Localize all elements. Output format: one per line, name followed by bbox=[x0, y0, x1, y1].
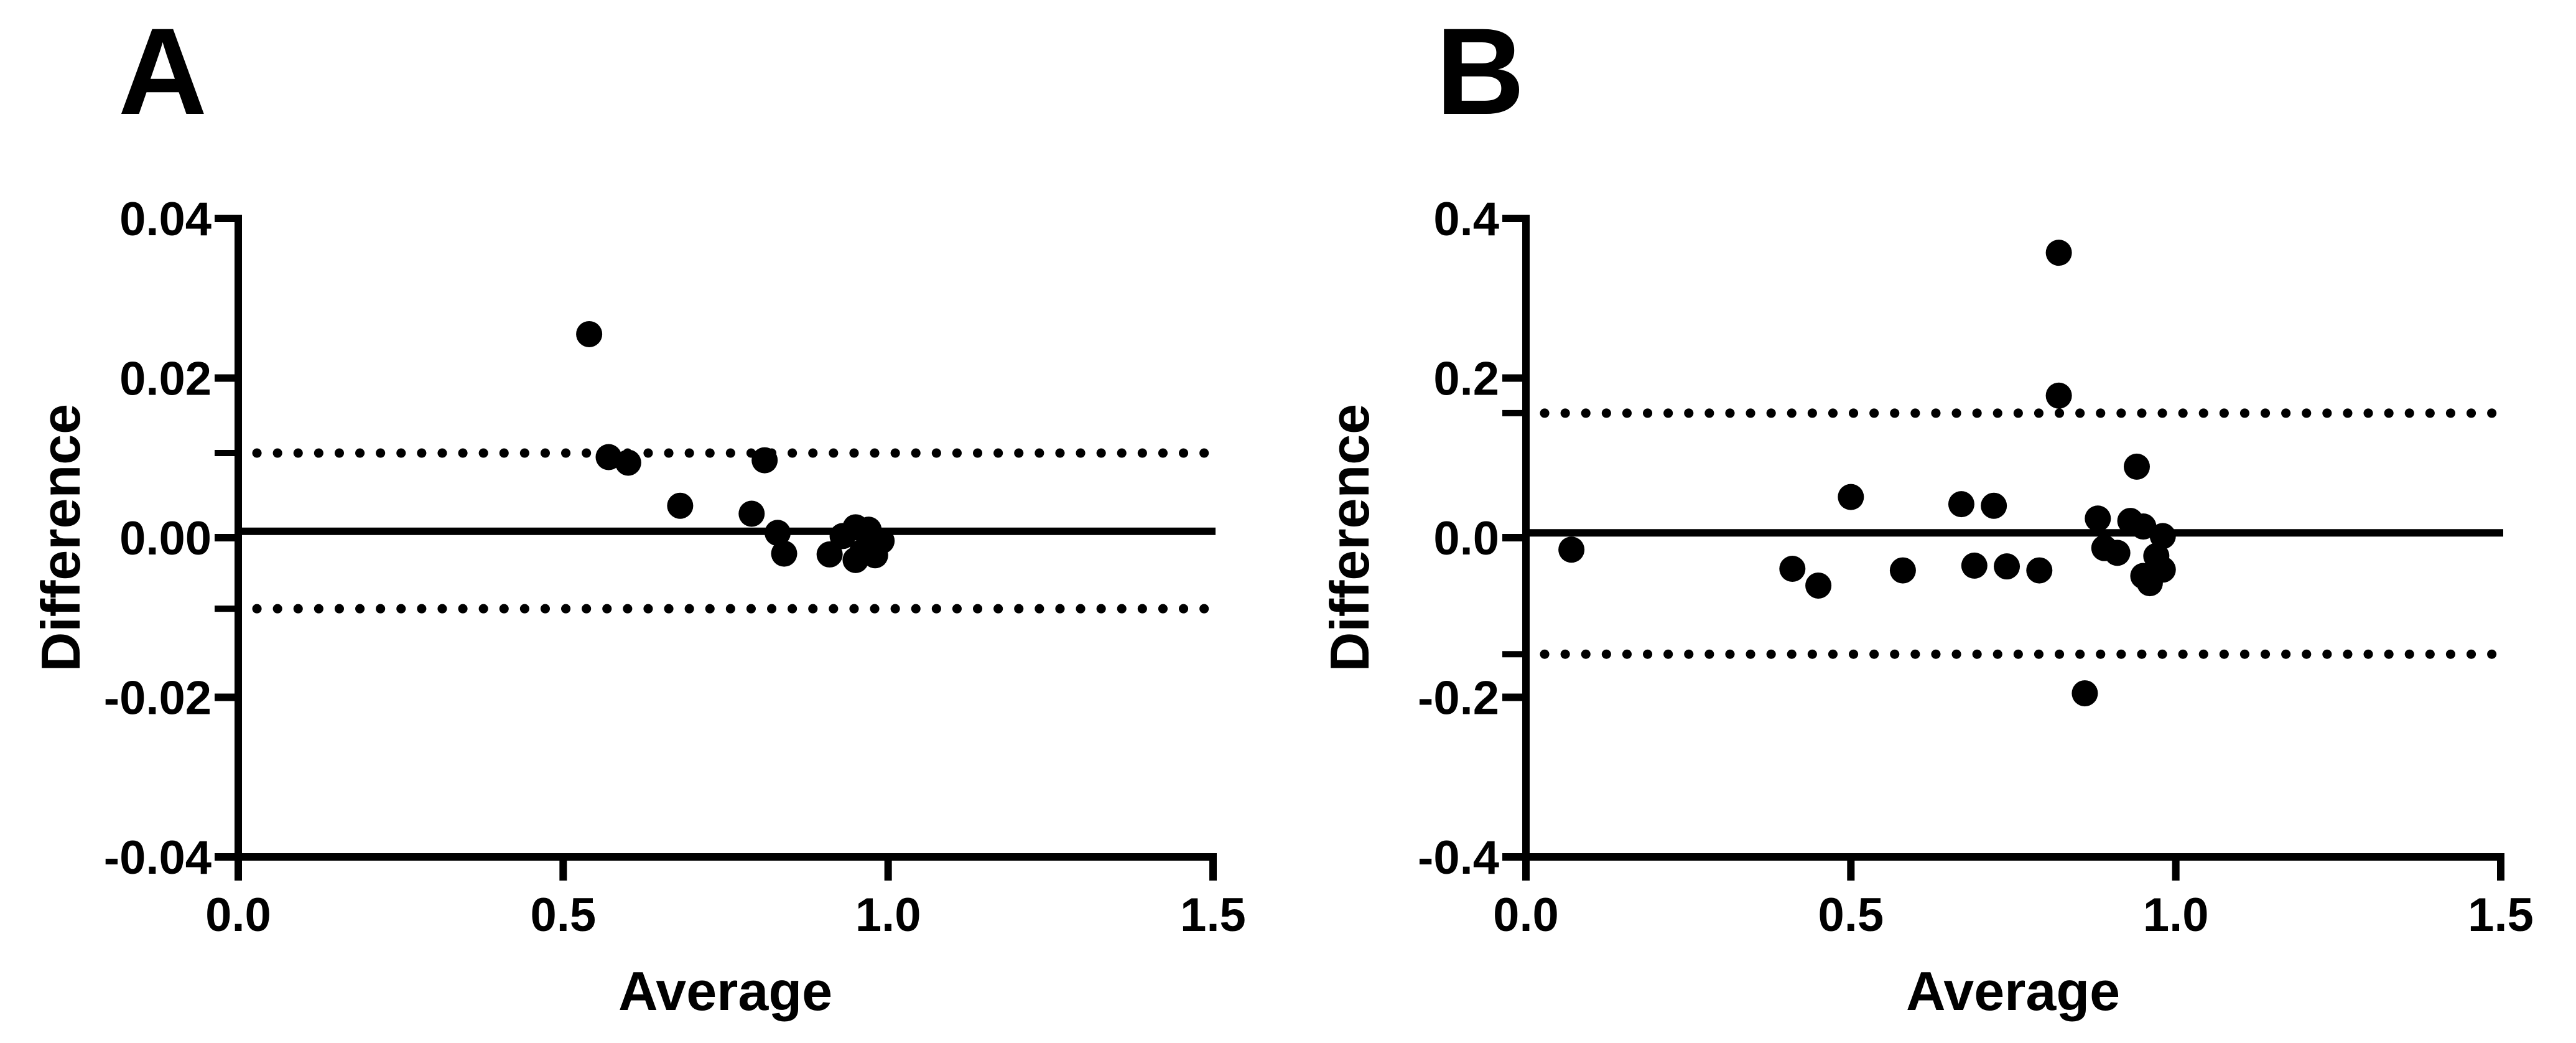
panel-b-plot: 0.40.20.0-0.2-0.40.0 0.5 1.0 1.5 bbox=[1418, 193, 2534, 942]
panel-a-x-tick-label: 1.0 bbox=[855, 889, 921, 942]
panel-a-x-tick-label: 1.5 bbox=[1180, 889, 1246, 942]
panel-b-data-point bbox=[2045, 382, 2072, 409]
panel-b-data-point bbox=[1961, 552, 1988, 579]
panel-a-x-tick-label: 0.0 bbox=[205, 889, 271, 942]
panel-a-data-point bbox=[816, 541, 843, 568]
panel-a-letter: A bbox=[118, 2, 207, 140]
panel-b-y-tick-label: 0.0 bbox=[1433, 512, 1499, 565]
panel-a-data-point bbox=[765, 520, 791, 546]
panel-b-data-point bbox=[2149, 523, 2176, 550]
panel-b-data-point bbox=[1948, 491, 1974, 518]
panel-a-plot: 0.04 0.02 0.00 -0.02 -0.040.0 0.5 1.0 1.5 bbox=[104, 193, 1246, 942]
panel-b-y-tick-label: 0.2 bbox=[1433, 353, 1499, 406]
panel-a-data-point bbox=[738, 500, 765, 527]
panel-b-x-tick-label: 1.0 bbox=[2143, 889, 2209, 942]
panel-b-y-axis-label: Difference bbox=[1319, 403, 1380, 672]
panel-b-data-point bbox=[1889, 557, 1916, 584]
panel-b-data-point bbox=[2026, 557, 2053, 584]
panel-a-y-tick-label: 0.00 bbox=[119, 512, 212, 565]
panel-a-data-point bbox=[771, 540, 797, 567]
panel-b-data-point bbox=[2085, 505, 2111, 532]
panel-b-data-point bbox=[1981, 492, 2007, 519]
panel-b-y-tick-label: -0.4 bbox=[1418, 831, 1499, 884]
panel-a-data-point bbox=[751, 447, 778, 474]
panel-b-data-point bbox=[2136, 570, 2163, 597]
panel-b-data-point bbox=[1558, 536, 1585, 563]
panel-b-data-point bbox=[2045, 240, 2072, 266]
panel-b-data-point bbox=[2123, 453, 2150, 480]
panel-b-data-point bbox=[1805, 572, 1832, 599]
panel-a-y-tick-label: 0.02 bbox=[119, 353, 212, 406]
panel-b-data-point bbox=[2071, 680, 2098, 707]
panel-b-x-tick-label: 1.5 bbox=[2468, 889, 2534, 942]
panel-b-data-point bbox=[2130, 513, 2157, 540]
panel-b-x-tick-label: 0.0 bbox=[1493, 889, 1559, 942]
panel-b-data-point bbox=[2104, 540, 2131, 566]
panel-a-data-point bbox=[615, 449, 641, 476]
panel-a-x-axis-label: Average bbox=[618, 960, 833, 1022]
panel-a-data-point bbox=[868, 528, 895, 554]
panel-a-y-tick-label: 0.04 bbox=[119, 193, 212, 246]
panel-b-x-axis-label: Average bbox=[1905, 960, 2121, 1022]
panel-b-y-tick-label: -0.2 bbox=[1418, 672, 1499, 725]
panel-a-y-tick-label: -0.02 bbox=[104, 672, 212, 725]
panel-b-data-point bbox=[1994, 553, 2020, 580]
panel-b-y-tick-label: 0.4 bbox=[1433, 193, 1499, 246]
panel-a-y-axis-label: Difference bbox=[30, 403, 91, 672]
panel-b-x-tick-label: 0.5 bbox=[1818, 889, 1884, 942]
panel-b-letter: B bbox=[1436, 2, 1525, 140]
panel-a-data-point bbox=[667, 492, 694, 519]
panel-b-data-point bbox=[1838, 484, 1864, 510]
panel-a-y-tick-label: -0.04 bbox=[104, 831, 212, 884]
panel-a-x-tick-label: 0.5 bbox=[531, 889, 597, 942]
panel-b-data-point bbox=[1779, 556, 1806, 582]
panel-a-data-point bbox=[576, 320, 603, 347]
